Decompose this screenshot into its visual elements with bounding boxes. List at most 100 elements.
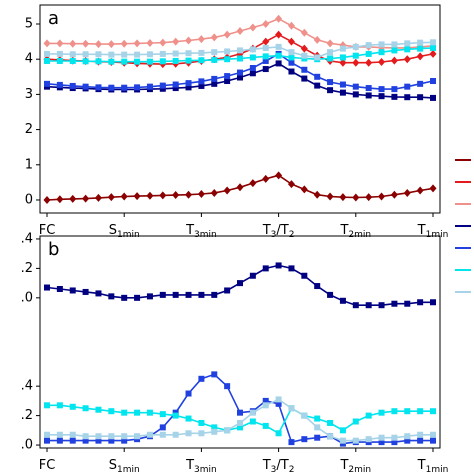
marker (172, 431, 179, 438)
marker (313, 35, 321, 44)
marker (430, 39, 436, 46)
marker (339, 427, 346, 434)
marker (326, 192, 334, 201)
x-tick-label-part: 2min (348, 230, 371, 240)
marker (365, 42, 372, 49)
marker (327, 79, 334, 86)
marker (300, 185, 308, 194)
marker (378, 86, 385, 93)
y-tick-label: .4 (21, 231, 33, 246)
marker (198, 49, 205, 56)
x-tick-label: T3min (185, 223, 217, 240)
marker (108, 293, 115, 300)
marker (236, 183, 244, 192)
marker (416, 186, 424, 195)
marker (390, 190, 398, 199)
marker (237, 74, 243, 81)
marker (404, 94, 411, 101)
marker (69, 431, 76, 438)
y-tick-label: 2 (25, 122, 33, 137)
marker (262, 402, 269, 409)
marker (287, 180, 295, 189)
marker (430, 78, 436, 85)
marker (262, 53, 269, 60)
x-tick-label-part: T (417, 223, 426, 238)
marker (326, 39, 334, 48)
marker (121, 294, 128, 301)
marker (121, 409, 128, 416)
marker (185, 36, 193, 45)
marker (249, 418, 256, 425)
marker (237, 409, 243, 416)
marker (43, 39, 51, 48)
marker (430, 44, 436, 51)
marker (365, 193, 373, 202)
marker (198, 57, 205, 64)
marker (108, 433, 115, 440)
y-tick-label: .4 (21, 379, 33, 394)
marker (95, 84, 102, 91)
x-tick-label: T2min (339, 458, 371, 474)
marker (378, 41, 385, 48)
marker (391, 93, 398, 100)
panel-label: a (48, 8, 59, 29)
marker (82, 51, 89, 58)
marker (430, 431, 436, 438)
marker (275, 396, 282, 403)
marker (69, 57, 76, 64)
marker (417, 39, 424, 46)
marker (262, 66, 269, 73)
marker (172, 412, 179, 419)
marker (172, 191, 180, 200)
marker (224, 73, 231, 80)
marker (365, 85, 372, 92)
plot-frame (39, 235, 441, 449)
marker (44, 57, 50, 64)
marker (198, 375, 205, 382)
marker (224, 287, 231, 294)
marker (211, 428, 218, 435)
marker (211, 371, 218, 378)
marker (94, 193, 102, 202)
marker (95, 406, 102, 413)
plot-frame (39, 4, 441, 214)
marker (391, 408, 398, 415)
marker (185, 190, 193, 199)
marker (404, 437, 411, 444)
y-tick-label: .2 (21, 408, 33, 423)
marker (95, 290, 102, 297)
marker (365, 412, 372, 419)
x-tick-label-part: T (339, 223, 348, 238)
marker (69, 287, 76, 294)
series-line (47, 373, 433, 445)
marker (262, 44, 269, 51)
marker (211, 291, 218, 298)
marker (404, 433, 411, 440)
y-tick-label: 5 (25, 17, 33, 32)
x-tick-label: T3/T2 (262, 458, 295, 474)
x-tick-label: T1min (417, 458, 449, 474)
y-tick-label: 0 (25, 192, 33, 207)
marker (262, 37, 270, 46)
marker (82, 83, 89, 90)
marker (378, 49, 385, 56)
marker (262, 265, 269, 272)
marker (56, 50, 63, 57)
marker (327, 419, 334, 426)
y-tick-label: 4 (25, 52, 33, 67)
marker (404, 408, 411, 415)
marker (146, 83, 153, 90)
marker (224, 48, 231, 55)
marker (146, 51, 153, 58)
marker (223, 186, 231, 195)
marker (69, 403, 76, 410)
marker (95, 58, 102, 65)
marker (288, 265, 295, 272)
marker (172, 81, 179, 88)
marker (198, 82, 205, 89)
marker (172, 37, 180, 46)
marker (107, 40, 115, 49)
marker (275, 14, 283, 23)
marker (211, 49, 218, 56)
